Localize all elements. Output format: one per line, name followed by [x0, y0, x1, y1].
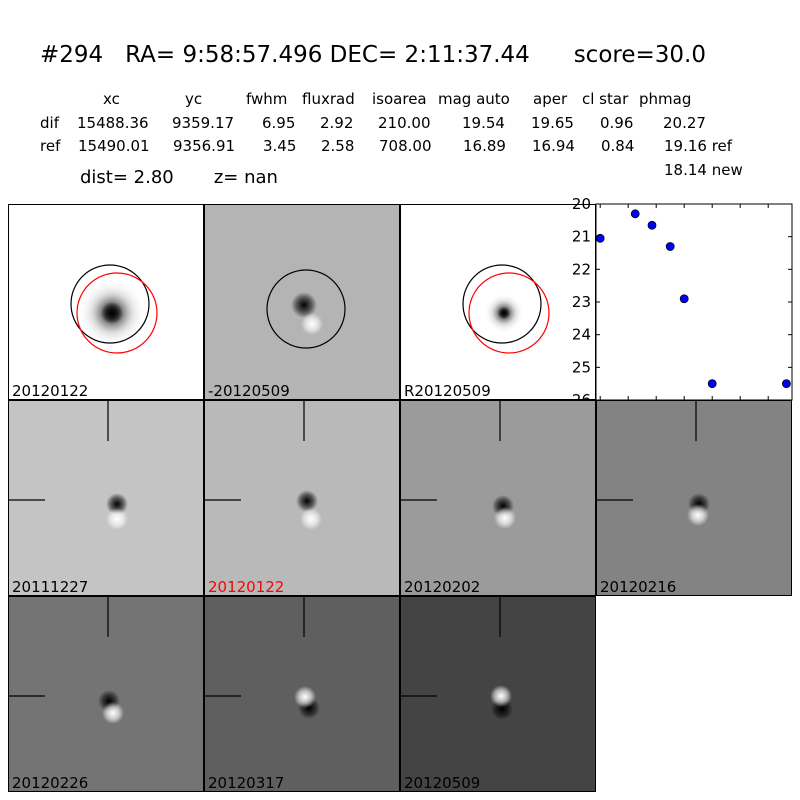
- stamp-image-svg: [401, 597, 513, 720]
- candidate-id: #294: [40, 42, 104, 68]
- image-panel-ref: 20120122: [8, 204, 204, 400]
- table-cell: 19.16 ref: [664, 137, 733, 155]
- table-cell: 210.00: [378, 114, 431, 132]
- stamp-panel: 20120509: [400, 596, 596, 792]
- col-header-cl-star: cl star: [582, 90, 629, 108]
- stamp-panel: 20120216: [596, 400, 792, 596]
- aperture-circle-black: [266, 269, 346, 349]
- image-panel-diff: -20120509: [204, 204, 400, 400]
- table-cell: 2.92: [320, 114, 354, 132]
- y-tick-label: 25: [572, 358, 591, 376]
- stamp-date-label: 20111227: [12, 578, 89, 596]
- panel-date-label: -20120509: [208, 382, 290, 400]
- stamp-panel: 20120202: [400, 400, 596, 596]
- aperture-circle-black: [462, 264, 542, 344]
- data-point: [647, 220, 657, 230]
- table-cell: 20.27: [663, 114, 706, 132]
- table-cell: 0.96: [600, 114, 634, 132]
- table-cell: 16.89: [463, 137, 506, 155]
- aperture-circle-red: [76, 272, 158, 354]
- col-header-fluxrad: fluxrad: [302, 90, 355, 108]
- new-image-svg: [462, 264, 550, 354]
- dist-line: dist= 2.80 z= nan: [80, 167, 278, 188]
- col-header-yc: yc: [185, 90, 203, 108]
- panel-date-label: 20120122: [12, 382, 89, 400]
- star-core: [498, 307, 510, 319]
- bright-lobe: [687, 504, 709, 526]
- ra-value: RA= 9:58:57.496: [125, 42, 323, 68]
- y-tick-label: 21: [572, 228, 591, 246]
- dark-lobe: [296, 490, 318, 512]
- stamp-panel: 20120226: [8, 596, 204, 792]
- stamp-image-svg: [205, 401, 322, 530]
- stamp-image-svg: [9, 597, 124, 724]
- aperture-circle-black: [70, 264, 150, 344]
- table-cell: 3.45: [263, 137, 297, 155]
- bright-lobe: [294, 686, 316, 708]
- table-cell: 0.84: [601, 137, 635, 155]
- page-title: #294 RA= 9:58:57.496 DEC= 2:11:37.44 sco…: [40, 42, 706, 68]
- row-label-dif: dif: [40, 114, 59, 132]
- bright-lobe: [301, 313, 323, 335]
- y-tick-label: 20: [572, 195, 591, 213]
- row-label-ref: ref: [40, 137, 61, 155]
- table-cell: 19.54: [462, 114, 505, 132]
- data-point: [707, 379, 717, 389]
- table-cell: 15490.01: [78, 137, 150, 155]
- y-tick-label: 24: [572, 326, 591, 344]
- dec-value: DEC= 2:11:37.44: [329, 42, 530, 68]
- stamp-image-svg: [9, 401, 128, 530]
- col-header-isoarea: isoarea: [372, 90, 427, 108]
- aperture-circle-red: [468, 272, 550, 354]
- col-header-mag-auto: mag auto: [438, 90, 510, 108]
- panel-date-label: R20120509: [404, 382, 491, 400]
- data-point: [679, 294, 689, 304]
- table-cell: 19.65: [531, 114, 574, 132]
- dark-lobe: [291, 292, 317, 318]
- plot-frame: [595, 203, 793, 401]
- stamp-date-label: 20120226: [12, 774, 89, 792]
- y-tick-label: 23: [572, 293, 591, 311]
- bright-lobe: [300, 508, 322, 530]
- stamp-date-label: 20120509: [404, 774, 481, 792]
- data-point: [630, 209, 640, 219]
- stamp-date-label: 20120202: [404, 578, 481, 596]
- table-cell: 16.94: [532, 137, 575, 155]
- col-header-aper: aper: [533, 90, 568, 108]
- data-point: [782, 379, 791, 389]
- table-cell: 2.58: [321, 137, 355, 155]
- stamp-image-svg: [597, 401, 710, 526]
- data-point: [595, 233, 605, 243]
- z-value: z= nan: [213, 167, 278, 188]
- stamp-date-label: 20120122: [208, 578, 285, 596]
- table-cell: 708.00: [379, 137, 432, 155]
- stamp-panel: 20111227: [8, 400, 204, 596]
- table-cell: 15488.36: [77, 114, 149, 132]
- star-core: [101, 302, 123, 324]
- stamp-image-svg: [401, 401, 516, 529]
- data-point: [665, 242, 675, 251]
- table-cell: 6.95: [262, 114, 296, 132]
- stamp-image-svg: [205, 597, 320, 719]
- diff-image-svg: [266, 269, 346, 349]
- bright-lobe: [106, 508, 128, 530]
- col-header-xc: xc: [103, 90, 120, 108]
- new-mag-value: 18.14 new: [664, 161, 743, 179]
- col-header-fwhm: fwhm: [246, 90, 288, 108]
- image-panel-new: R20120509: [400, 204, 596, 400]
- bright-lobe: [102, 702, 124, 724]
- stamp-date-label: 20120216: [600, 578, 677, 596]
- col-header-phmag: phmag: [639, 90, 692, 108]
- ref-image-svg: [70, 264, 158, 354]
- bright-lobe: [494, 507, 516, 529]
- table-cell: 9359.17: [172, 114, 235, 132]
- stamp-date-label: 20120317: [208, 774, 285, 792]
- bright-lobe: [490, 685, 512, 707]
- score-value: score=30.0: [573, 42, 706, 68]
- table-cell: 9356.91: [173, 137, 236, 155]
- stamp-panel: 20120317: [204, 596, 400, 792]
- stamp-panel: 20120122: [204, 400, 400, 596]
- dist-value: dist= 2.80: [80, 167, 174, 188]
- y-tick-label: 22: [572, 260, 591, 278]
